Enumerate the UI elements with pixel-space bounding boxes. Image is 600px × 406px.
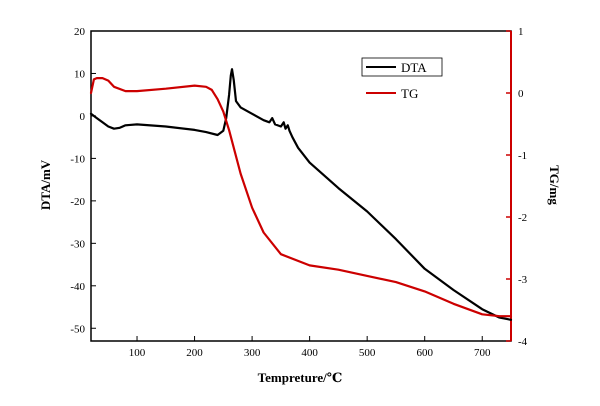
left-tick-label: 20: [74, 26, 86, 38]
legend: DTA TG: [361, 57, 443, 101]
series-line-dta: [89, 68, 513, 321]
left-tick-label: -20: [70, 196, 85, 208]
right-tick-label: -4: [518, 336, 528, 348]
right-tick-label: 1: [518, 26, 524, 38]
right-tick-label: -1: [518, 150, 527, 162]
plot-area-frame: [90, 30, 512, 342]
right-tick-label: 0: [518, 88, 524, 100]
legend-label-tg: TG: [401, 86, 418, 101]
series-layer: [89, 68, 513, 321]
x-tick-label: 600: [416, 347, 433, 359]
left-tick-label: -50: [70, 323, 85, 335]
right-axis-ticks: -4 -3 -2 -1 0 1: [506, 26, 528, 348]
left-tick-label: -30: [70, 238, 85, 250]
legend-box: [361, 57, 443, 77]
series-line-tg: [89, 76, 513, 318]
legend-label-dta: DTA: [401, 60, 427, 75]
right-tick-label: -2: [518, 212, 527, 224]
x-tick-label: 300: [244, 347, 261, 359]
x-tick-label: 500: [359, 347, 376, 359]
x-axis-ticks: 100 200 300 400 500 600 700: [129, 336, 491, 359]
left-tick-label: -40: [70, 281, 85, 293]
left-axis-title: DTA/mV: [38, 159, 53, 210]
left-tick-label: 0: [80, 111, 86, 123]
left-axis-ticks: -50 -40 -30 -20 -10 0 10 20: [70, 26, 96, 335]
x-tick-label: 200: [186, 347, 203, 359]
x-tick-label: 400: [301, 347, 318, 359]
x-tick-label: 700: [474, 347, 491, 359]
x-tick-label: 100: [129, 347, 146, 359]
right-tick-label: -3: [518, 274, 528, 286]
left-tick-label: -10: [70, 153, 85, 165]
left-tick-label: 10: [74, 68, 86, 80]
right-axis-title: TG/mg: [547, 165, 562, 205]
x-axis-title: Tempreture/℃: [258, 370, 343, 385]
